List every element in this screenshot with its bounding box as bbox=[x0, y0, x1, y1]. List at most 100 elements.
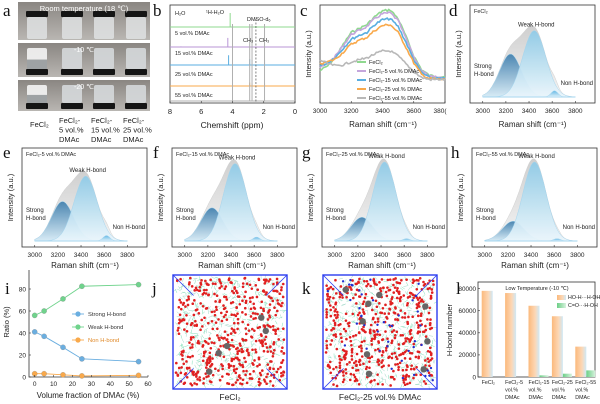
oxygen-atom bbox=[428, 364, 431, 368]
tick-label: 3400 bbox=[524, 252, 539, 259]
oxygen-atom bbox=[281, 301, 284, 305]
bond bbox=[273, 385, 278, 389]
tick-label: 3200 bbox=[501, 252, 516, 259]
oxygen-atom bbox=[368, 366, 371, 370]
bar-co-h bbox=[586, 370, 596, 377]
iron-ion bbox=[424, 338, 431, 345]
oxygen-atom bbox=[248, 296, 252, 300]
legend-label: Non H-bond bbox=[88, 338, 119, 344]
oxygen-atom bbox=[202, 382, 205, 385]
oxygen-atom bbox=[393, 351, 397, 355]
oxygen-atom bbox=[220, 336, 223, 339]
oxygen-atom bbox=[211, 357, 214, 360]
panel-label-k: k bbox=[302, 279, 311, 298]
oxygen-atom bbox=[410, 336, 414, 339]
bond bbox=[252, 365, 257, 369]
vial-cap bbox=[125, 11, 147, 17]
bond bbox=[234, 279, 239, 282]
oxygen-atom bbox=[354, 369, 358, 372]
data-point bbox=[135, 358, 142, 365]
oxygen-atom bbox=[426, 349, 430, 353]
bond bbox=[203, 323, 207, 327]
oxygen-atom bbox=[205, 288, 208, 292]
oxygen-atom bbox=[427, 311, 431, 315]
bond bbox=[254, 376, 258, 380]
tick-label: 3800 bbox=[568, 108, 583, 115]
vial-cap bbox=[93, 69, 115, 75]
oxygen-atom bbox=[198, 378, 202, 382]
bond bbox=[380, 369, 383, 374]
oxygen-atom bbox=[345, 363, 349, 366]
oxygen-atom bbox=[177, 366, 181, 370]
oxygen-atom bbox=[400, 279, 403, 282]
bond bbox=[265, 364, 267, 369]
oxygen-atom bbox=[373, 335, 377, 339]
nitrogen-atom bbox=[419, 324, 422, 327]
oxygen-atom bbox=[191, 302, 195, 305]
bond bbox=[197, 278, 202, 281]
oxygen-atom bbox=[198, 376, 201, 379]
oxygen-atom bbox=[335, 310, 339, 314]
oxygen-atom bbox=[268, 366, 272, 370]
bond bbox=[213, 285, 216, 290]
category-label: FeCl₂ bbox=[482, 380, 495, 386]
oxygen-atom bbox=[345, 295, 348, 299]
oxygen-atom bbox=[332, 383, 335, 386]
bond bbox=[229, 377, 234, 380]
bond bbox=[197, 314, 201, 318]
bond bbox=[184, 354, 186, 359]
oxygen-atom bbox=[399, 295, 403, 299]
oxygen-atom bbox=[238, 358, 241, 362]
bond bbox=[282, 309, 286, 314]
oxygen-atom bbox=[388, 307, 391, 311]
oxygen-atom bbox=[181, 350, 185, 354]
bond bbox=[332, 380, 337, 382]
bond bbox=[196, 302, 198, 307]
bond bbox=[419, 384, 424, 388]
bond bbox=[371, 292, 375, 296]
bond bbox=[326, 368, 331, 371]
oxygen-atom bbox=[381, 383, 384, 386]
oxygen-atom bbox=[196, 378, 199, 381]
oxygen-atom bbox=[243, 356, 246, 360]
bond bbox=[408, 301, 412, 305]
oxygen-atom bbox=[225, 310, 229, 314]
oxygen-atom bbox=[342, 374, 345, 377]
oxygen-atom bbox=[244, 360, 247, 364]
bond bbox=[274, 341, 279, 343]
bond bbox=[383, 281, 388, 283]
oxygen-atom bbox=[236, 350, 240, 353]
bond bbox=[241, 291, 244, 295]
tick-label: 0 bbox=[472, 374, 476, 381]
bond bbox=[185, 324, 188, 329]
oxygen-atom bbox=[214, 305, 218, 309]
oxygen-atom bbox=[276, 302, 280, 305]
oxygen-atom bbox=[353, 379, 357, 383]
non-hbond-peak bbox=[482, 90, 576, 98]
oxygen-atom bbox=[234, 371, 238, 375]
bond bbox=[344, 379, 349, 383]
oxygen-atom bbox=[344, 329, 348, 333]
oxygen-atom bbox=[424, 324, 427, 328]
oxygen-atom bbox=[229, 301, 233, 305]
bond bbox=[411, 375, 416, 378]
bond bbox=[225, 360, 229, 363]
oxygen-atom bbox=[254, 350, 258, 354]
bond bbox=[263, 358, 268, 360]
oxygen-atom bbox=[421, 330, 425, 334]
oxygen-atom bbox=[374, 282, 377, 286]
bond bbox=[199, 295, 203, 298]
oxygen-atom bbox=[430, 352, 433, 355]
oxygen-atom bbox=[235, 306, 238, 310]
oxygen-atom bbox=[244, 373, 247, 377]
bond bbox=[281, 322, 284, 327]
bond bbox=[393, 345, 397, 349]
bond bbox=[420, 381, 423, 386]
bond bbox=[205, 317, 207, 322]
tick-label: 60 bbox=[144, 381, 152, 388]
bond bbox=[198, 321, 203, 325]
bond bbox=[358, 339, 361, 344]
oxygen-atom bbox=[426, 287, 430, 291]
oxygen-atom bbox=[213, 310, 216, 313]
spectrum-line bbox=[319, 23, 446, 81]
